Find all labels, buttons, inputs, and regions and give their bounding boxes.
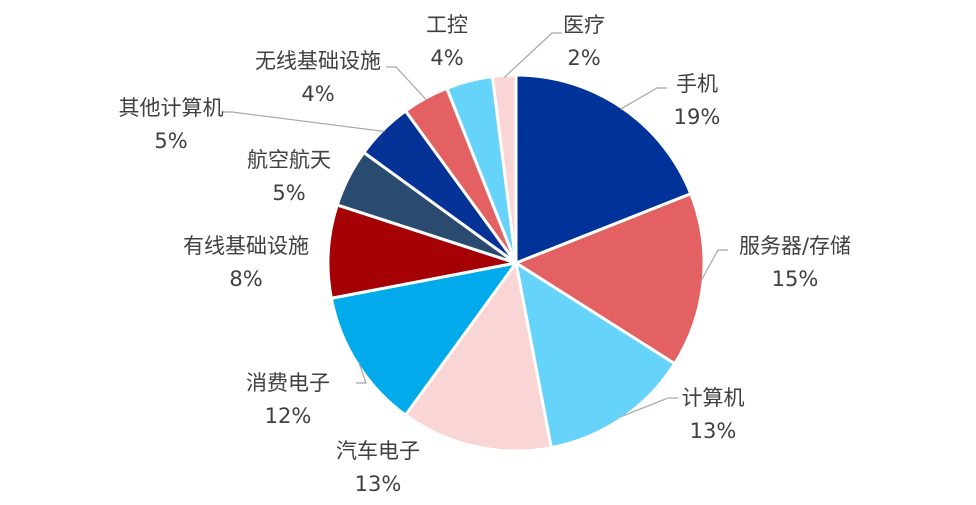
- leader-line-7: [222, 111, 385, 133]
- slice-name: 服务器/存储: [738, 234, 852, 258]
- pie-slices: [326, 73, 706, 453]
- slice-percent: 12%: [264, 404, 312, 428]
- slice-name: 其他计算机: [118, 96, 224, 120]
- slice-name: 汽车电子: [336, 439, 420, 463]
- slice-label-phone: 手机 19%: [674, 68, 721, 134]
- leader-line-10: [503, 32, 562, 78]
- slice-percent: 5%: [154, 129, 188, 153]
- slice-name: 计算机: [681, 386, 745, 410]
- pie-slice-4: [329, 261, 518, 417]
- leader-line-0: [620, 87, 667, 110]
- slice-label-server-storage: 服务器/存储 15%: [739, 230, 851, 296]
- slice-percent: 8%: [229, 267, 263, 291]
- slice-percent: 4%: [430, 46, 464, 70]
- slice-label-wired-infrastructure: 有线基础设施 8%: [183, 230, 309, 296]
- slice-label-computer: 计算机 13%: [682, 382, 745, 448]
- pie-slice-1: [514, 192, 706, 366]
- slice-name: 医疗: [563, 13, 605, 37]
- slice-name: 消费电子: [246, 371, 330, 395]
- slice-label-industrial-control: 工控 4%: [426, 9, 468, 75]
- pie-slice-10: [490, 73, 518, 265]
- slice-percent: 13%: [354, 472, 402, 496]
- leader-line-1: [700, 249, 728, 281]
- slice-label-wireless-infrastructure: 无线基础设施 4%: [255, 45, 381, 111]
- slice-name: 工控: [426, 13, 468, 37]
- slice-name: 手机: [676, 72, 718, 96]
- slice-label-auto-electronics: 汽车电子 13%: [336, 435, 420, 501]
- slice-name: 航空航天: [247, 148, 331, 172]
- pie-slice-5: [326, 203, 518, 300]
- slice-name: 有线基础设施: [183, 234, 309, 258]
- slice-percent: 5%: [272, 181, 306, 205]
- slice-percent: 4%: [301, 82, 335, 106]
- leader-line-4: [356, 362, 367, 384]
- leader-line-2: [620, 397, 678, 418]
- slice-percent: 19%: [673, 105, 721, 129]
- slice-label-medical: 医疗 2%: [563, 9, 605, 75]
- slice-name: 无线基础设施: [255, 49, 381, 73]
- pie-slice-2: [514, 261, 677, 450]
- pie-slice-0: [514, 73, 693, 265]
- slice-percent: 15%: [771, 267, 819, 291]
- pie-slice-3: [404, 261, 553, 453]
- slice-label-other-computer: 其他计算机 5%: [119, 92, 224, 158]
- slice-label-consumer-electronics: 消费电子 12%: [246, 367, 330, 433]
- leader-line-8: [386, 66, 427, 101]
- leader-lines: [222, 32, 728, 418]
- slice-percent: 13%: [689, 419, 737, 443]
- slice-percent: 2%: [567, 46, 601, 70]
- slice-label-aerospace: 航空航天 5%: [247, 144, 331, 210]
